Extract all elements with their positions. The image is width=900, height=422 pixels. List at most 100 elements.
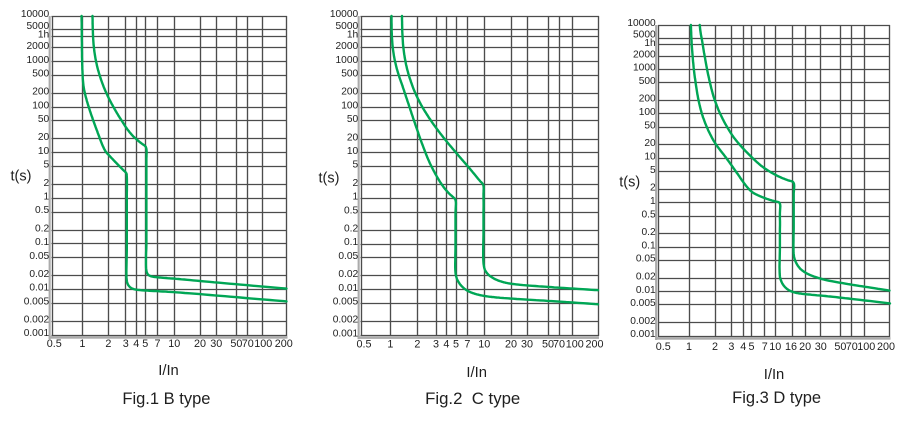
svg-text:2: 2 xyxy=(712,341,718,353)
svg-text:2: 2 xyxy=(44,178,50,189)
svg-text:10: 10 xyxy=(38,146,50,157)
svg-text:0.5: 0.5 xyxy=(356,339,371,351)
svg-text:20: 20 xyxy=(38,132,50,143)
svg-text:Fig.1 B type: Fig.1 B type xyxy=(122,390,210,408)
svg-text:20: 20 xyxy=(194,338,206,350)
svg-text:0.01: 0.01 xyxy=(29,283,49,294)
svg-text:0.002: 0.002 xyxy=(24,315,50,326)
svg-text:1: 1 xyxy=(686,341,692,353)
svg-text:5: 5 xyxy=(353,160,359,171)
svg-text:0.005: 0.005 xyxy=(630,298,656,309)
svg-text:0.02: 0.02 xyxy=(29,269,49,280)
svg-text:16: 16 xyxy=(785,341,797,353)
svg-text:50: 50 xyxy=(230,338,242,350)
svg-text:0.05: 0.05 xyxy=(338,251,358,262)
svg-text:0.5: 0.5 xyxy=(47,338,62,350)
svg-text:7: 7 xyxy=(464,339,470,351)
svg-text:0.1: 0.1 xyxy=(642,240,656,251)
svg-text:0.02: 0.02 xyxy=(636,271,656,282)
svg-text:3: 3 xyxy=(433,339,439,351)
svg-text:Fig.2 C type: Fig.2 C type xyxy=(425,389,520,408)
svg-text:50: 50 xyxy=(834,341,846,353)
svg-text:10: 10 xyxy=(168,338,180,350)
svg-text:0.5: 0.5 xyxy=(642,209,656,220)
svg-text:10: 10 xyxy=(769,341,781,353)
svg-text:0.2: 0.2 xyxy=(344,224,358,235)
svg-text:1h: 1h xyxy=(347,30,358,41)
svg-text:100: 100 xyxy=(254,338,272,350)
svg-text:100: 100 xyxy=(566,339,584,351)
svg-text:10: 10 xyxy=(644,152,656,163)
svg-text:5000: 5000 xyxy=(27,21,50,32)
svg-text:7: 7 xyxy=(154,338,160,350)
svg-text:0.002: 0.002 xyxy=(630,316,656,327)
svg-text:5: 5 xyxy=(748,341,754,353)
svg-text:20: 20 xyxy=(505,339,517,351)
svg-text:t(s): t(s) xyxy=(11,169,32,185)
svg-text:1: 1 xyxy=(650,196,656,207)
svg-text:10: 10 xyxy=(478,339,490,351)
svg-text:0.2: 0.2 xyxy=(35,223,49,234)
svg-text:0.001: 0.001 xyxy=(630,329,656,340)
svg-text:2: 2 xyxy=(650,183,656,194)
svg-text:1h: 1h xyxy=(38,30,49,41)
svg-text:3: 3 xyxy=(123,338,129,350)
svg-text:100: 100 xyxy=(639,107,656,118)
svg-text:10000: 10000 xyxy=(21,9,50,20)
svg-text:0.02: 0.02 xyxy=(338,269,358,280)
svg-text:500: 500 xyxy=(32,69,49,80)
svg-text:200: 200 xyxy=(341,87,358,98)
svg-text:30: 30 xyxy=(815,341,827,353)
svg-text:t(s): t(s) xyxy=(319,171,340,187)
svg-text:7: 7 xyxy=(762,341,768,353)
svg-text:0.01: 0.01 xyxy=(636,285,656,296)
svg-text:0.05: 0.05 xyxy=(636,254,656,265)
svg-text:1: 1 xyxy=(387,339,393,351)
svg-text:30: 30 xyxy=(210,338,222,350)
svg-text:0.005: 0.005 xyxy=(24,296,50,307)
svg-text:50: 50 xyxy=(644,120,656,131)
svg-text:Fig.3 D type: Fig.3 D type xyxy=(732,389,821,407)
svg-text:0.1: 0.1 xyxy=(35,237,49,248)
svg-text:100: 100 xyxy=(341,100,358,111)
svg-text:I/In: I/In xyxy=(764,367,785,383)
svg-text:0.001: 0.001 xyxy=(24,328,50,339)
svg-text:5: 5 xyxy=(453,339,459,351)
svg-text:200: 200 xyxy=(275,338,293,350)
svg-text:1: 1 xyxy=(79,338,85,350)
svg-text:1000: 1000 xyxy=(27,55,50,66)
svg-text:2000: 2000 xyxy=(633,49,656,60)
svg-text:100: 100 xyxy=(32,100,49,111)
svg-text:500: 500 xyxy=(341,69,358,80)
svg-text:10000: 10000 xyxy=(627,18,656,29)
svg-text:0.05: 0.05 xyxy=(29,251,49,262)
svg-text:50: 50 xyxy=(347,114,359,125)
svg-text:0.1: 0.1 xyxy=(344,237,358,248)
svg-text:200: 200 xyxy=(877,341,895,353)
svg-text:2: 2 xyxy=(414,339,420,351)
svg-text:50: 50 xyxy=(542,339,554,351)
svg-text:70: 70 xyxy=(242,338,254,350)
svg-text:5: 5 xyxy=(44,160,50,171)
svg-text:0.5: 0.5 xyxy=(656,341,671,353)
svg-text:200: 200 xyxy=(585,339,603,351)
svg-text:2000: 2000 xyxy=(27,41,50,52)
svg-text:200: 200 xyxy=(32,87,49,98)
svg-text:500: 500 xyxy=(639,76,656,87)
svg-text:I/In: I/In xyxy=(158,363,179,379)
svg-text:0.5: 0.5 xyxy=(344,205,358,216)
svg-text:5000: 5000 xyxy=(336,21,359,32)
svg-text:5: 5 xyxy=(650,165,656,176)
svg-text:0.001: 0.001 xyxy=(333,328,359,339)
svg-text:1h: 1h xyxy=(644,38,655,49)
svg-text:5: 5 xyxy=(142,338,148,350)
svg-text:t(s): t(s) xyxy=(619,175,640,191)
svg-text:0.2: 0.2 xyxy=(642,227,656,238)
svg-text:4: 4 xyxy=(443,339,449,351)
svg-text:1: 1 xyxy=(44,192,50,203)
svg-text:100: 100 xyxy=(857,341,875,353)
svg-text:0.01: 0.01 xyxy=(338,283,358,294)
svg-text:2: 2 xyxy=(353,178,359,189)
svg-text:4: 4 xyxy=(133,338,139,350)
svg-text:30: 30 xyxy=(521,339,533,351)
